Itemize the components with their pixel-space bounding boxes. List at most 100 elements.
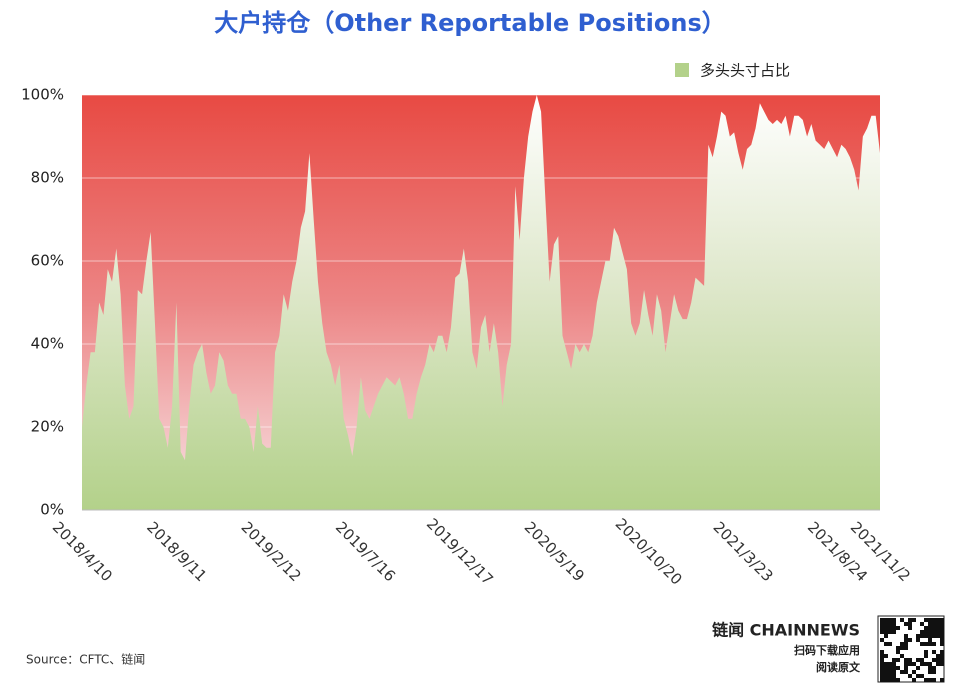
y-tick-label: 40% — [31, 335, 64, 353]
qr-cell — [932, 618, 936, 622]
qr-cell — [892, 626, 896, 630]
qr-cell — [940, 630, 944, 634]
y-tick-label: 100% — [21, 86, 64, 104]
x-tick-label: 2018/4/10 — [49, 518, 116, 585]
qr-code — [877, 615, 945, 683]
qr-cell — [916, 634, 920, 638]
qr-cell — [880, 618, 884, 622]
brand-line: 扫码下载应用 — [794, 643, 860, 657]
qr-cell — [940, 638, 944, 642]
qr-cell — [928, 618, 932, 622]
qr-cell — [904, 634, 908, 638]
qr-cell — [884, 630, 888, 634]
qr-cell — [904, 638, 908, 642]
qr-cell — [940, 634, 944, 638]
qr-cell — [880, 638, 884, 642]
qr-cell — [936, 658, 940, 662]
x-tick-label: 2020/10/20 — [612, 515, 686, 589]
qr-cell — [904, 670, 908, 674]
qr-cell — [920, 630, 924, 634]
qr-cell — [884, 618, 888, 622]
qr-cell — [932, 642, 936, 646]
qr-cell — [904, 622, 908, 626]
qr-cell — [924, 634, 928, 638]
qr-cell — [936, 626, 940, 630]
qr-cell — [940, 658, 944, 662]
qr-cell — [880, 666, 884, 670]
qr-cell — [940, 642, 944, 646]
qr-cell — [928, 630, 932, 634]
qr-cell — [928, 678, 932, 682]
brand-name: 链闻 CHAINNEWS — [712, 621, 860, 640]
qr-cell — [880, 650, 884, 654]
y-tick-label: 60% — [31, 252, 64, 270]
qr-cell — [888, 626, 892, 630]
qr-cell — [920, 674, 924, 678]
qr-cell — [940, 678, 944, 682]
qr-cell — [888, 622, 892, 626]
qr-cell — [940, 622, 944, 626]
qr-cell — [936, 622, 940, 626]
qr-cell — [888, 642, 892, 646]
qr-cell — [932, 666, 936, 670]
qr-cell — [900, 670, 904, 674]
qr-cell — [904, 646, 908, 650]
qr-cell — [892, 622, 896, 626]
qr-cell — [900, 646, 904, 650]
qr-cell — [888, 630, 892, 634]
qr-cell — [908, 618, 912, 622]
qr-cell — [928, 662, 932, 666]
qr-cell — [880, 626, 884, 630]
y-tick-label: 80% — [31, 169, 64, 187]
chart-title: 大户持仓（Other Reportable Positions） — [214, 9, 726, 37]
qr-cell — [932, 630, 936, 634]
qr-cell — [896, 658, 900, 662]
qr-cell — [884, 642, 888, 646]
qr-cell — [908, 674, 912, 678]
qr-cell — [936, 618, 940, 622]
qr-cell — [880, 622, 884, 626]
qr-cell — [904, 666, 908, 670]
qr-cell — [884, 622, 888, 626]
qr-cell — [896, 678, 900, 682]
qr-cell — [892, 630, 896, 634]
qr-cell — [884, 662, 888, 666]
qr-cell — [884, 670, 888, 674]
qr-cell — [924, 654, 928, 658]
qr-cell — [936, 630, 940, 634]
area — [82, 95, 880, 510]
qr-cell — [924, 626, 928, 630]
qr-cell — [924, 642, 928, 646]
qr-cell — [936, 634, 940, 638]
qr-cell — [892, 670, 896, 674]
source: Source：CFTC、链闻 — [26, 652, 145, 667]
qr-cell — [928, 642, 932, 646]
qr-cell — [884, 634, 888, 638]
qr-cell — [896, 626, 900, 630]
qr-cell — [916, 674, 920, 678]
qr-cell — [928, 638, 932, 642]
qr-cell — [904, 662, 908, 666]
x-tick-label: 2019/7/16 — [332, 518, 399, 585]
qr-cell — [916, 658, 920, 662]
x-tick-label: 2019/12/17 — [423, 515, 497, 589]
legend-swatch — [675, 63, 689, 77]
qr-cell — [880, 630, 884, 634]
qr-cell — [940, 618, 944, 622]
qr-cell — [892, 658, 896, 662]
qr-cell — [928, 626, 932, 630]
qr-cell — [924, 662, 928, 666]
qr-cell — [880, 658, 884, 662]
x-tick-label: 2018/9/11 — [143, 518, 210, 585]
qr-cell — [900, 654, 904, 658]
qr-cell — [904, 658, 908, 662]
qr-cell — [932, 658, 936, 662]
qr-cell — [928, 634, 932, 638]
qr-cell — [884, 674, 888, 678]
legend-label: 多头头寸占比 — [700, 62, 790, 80]
qr-cell — [932, 634, 936, 638]
qr-cell — [912, 662, 916, 666]
qr-cell — [928, 670, 932, 674]
qr-cell — [940, 654, 944, 658]
